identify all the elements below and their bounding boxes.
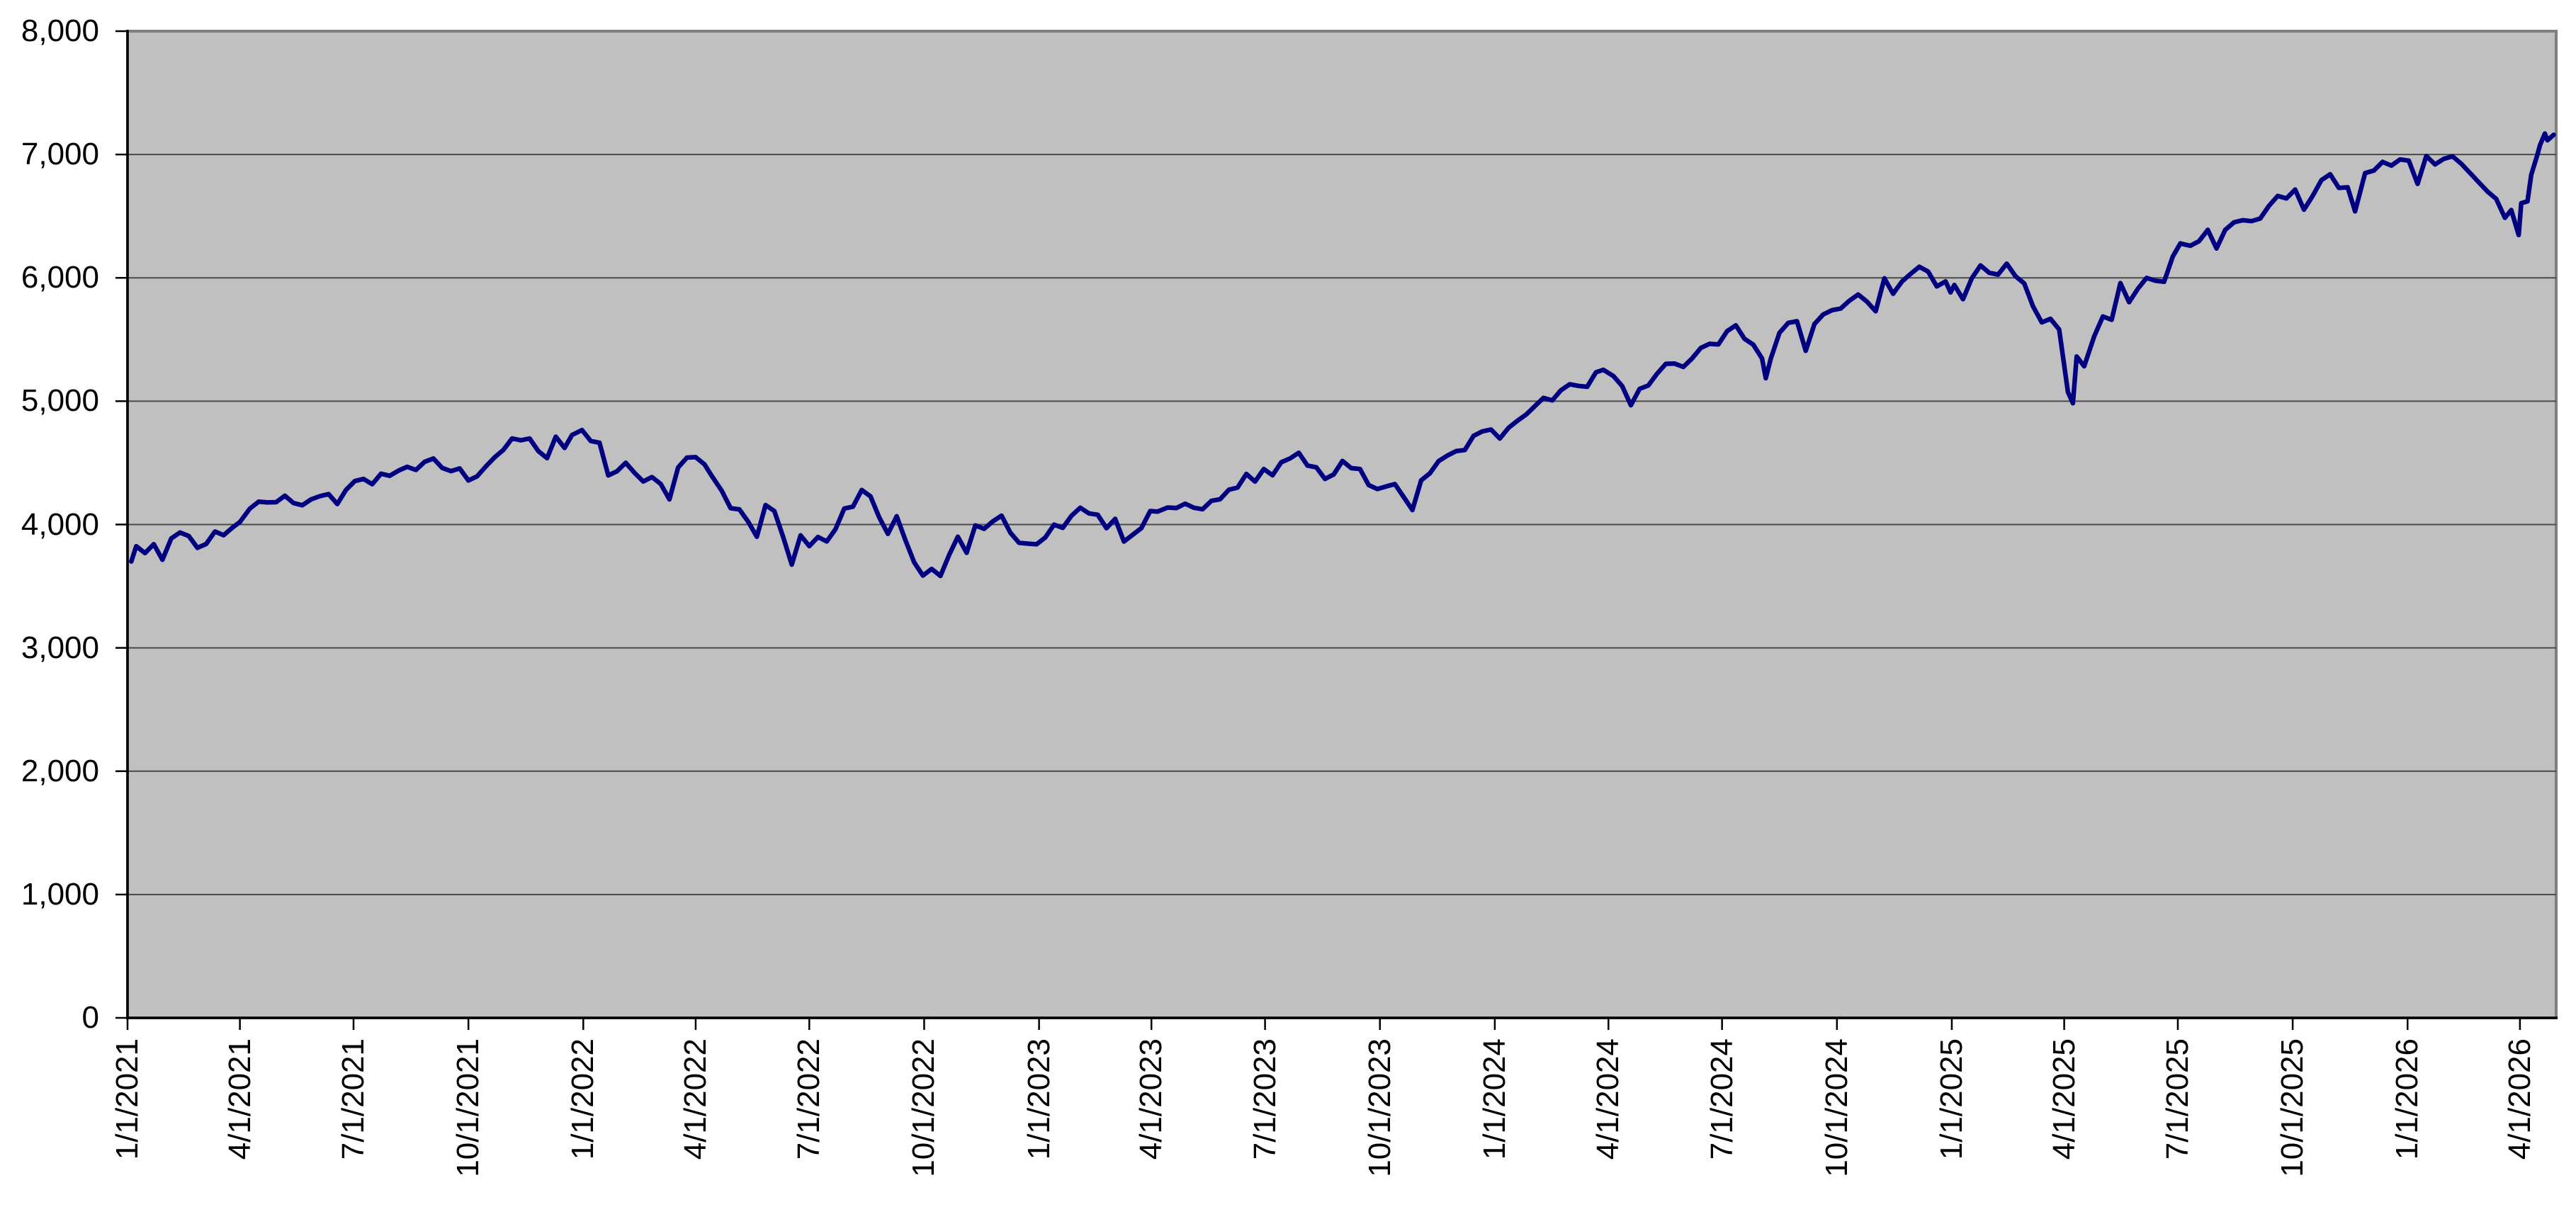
y-axis-label: 1,000 (21, 876, 99, 912)
x-axis-label-text: 10/1/2022 (906, 1038, 942, 1177)
x-axis-label-text: 4/1/2025 (2046, 1038, 2081, 1160)
y-axis-label: 5,000 (21, 383, 99, 419)
x-axis-label-text: 7/1/2024 (1704, 1038, 1739, 1160)
x-axis-label-text: 4/1/2022 (677, 1038, 713, 1160)
y-axis-label: 0 (81, 1000, 99, 1035)
x-axis-label-text: 1/1/2022 (565, 1038, 601, 1160)
x-axis-label-text: 10/1/2023 (1362, 1038, 1397, 1177)
y-axis-label: 7,000 (21, 137, 99, 172)
x-axis-label-text: 7/1/2021 (336, 1038, 371, 1160)
x-axis-label-text: 7/1/2023 (1247, 1038, 1282, 1160)
x-axis-label-text: 4/1/2021 (222, 1038, 257, 1160)
x-axis-label-text: 7/1/2022 (791, 1038, 827, 1160)
y-axis-label: 4,000 (21, 506, 99, 542)
series-line (129, 131, 2556, 579)
x-axis-label-text: 4/1/2023 (1134, 1038, 1169, 1160)
x-axis-label-text: 1/1/2025 (1933, 1038, 1969, 1160)
x-axis-label-text: 1/1/2026 (2390, 1038, 2425, 1160)
x-axis-label-text: 10/1/2025 (2275, 1038, 2310, 1177)
x-axis-label-text: 1/1/2021 (110, 1038, 145, 1160)
x-axis-label-text: 1/1/2024 (1476, 1038, 1512, 1160)
y-axis-label: 3,000 (21, 630, 99, 665)
x-axis-label-text: 4/1/2024 (1591, 1038, 1626, 1160)
y-axis-label: 6,000 (21, 260, 99, 295)
y-axis-label: 2,000 (21, 753, 99, 788)
x-axis-label-text: 1/1/2023 (1021, 1038, 1056, 1160)
x-axis-label-text: 4/1/2026 (2502, 1038, 2537, 1160)
x-axis-label-text: 10/1/2021 (451, 1038, 486, 1177)
y-axis-label: 8,000 (21, 13, 99, 48)
x-axis-label-text: 7/1/2025 (2159, 1038, 2195, 1160)
x-axis-label-text: 10/1/2024 (1819, 1038, 1854, 1177)
